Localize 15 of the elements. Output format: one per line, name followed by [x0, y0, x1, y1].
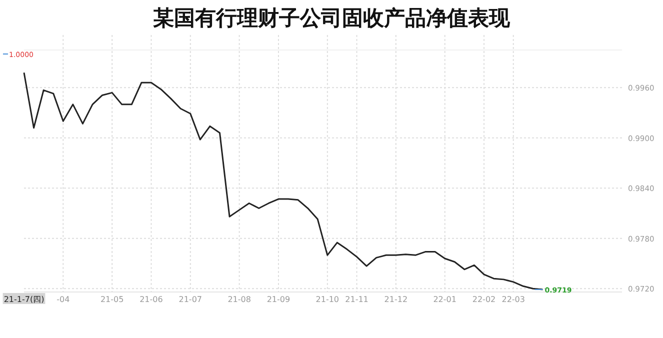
x-tick-label: 21-08: [228, 295, 251, 304]
x-tick-label: 21-07: [178, 295, 202, 304]
x-tick-label: 21-09: [266, 295, 290, 304]
x-tick-label: 21-12: [384, 295, 408, 304]
x-tick-label: 22-01: [433, 295, 456, 304]
chart-title: 某国有行理财子公司固收产品净值表现: [153, 6, 511, 30]
x-tick-label: 22-03: [502, 295, 525, 304]
x-tick-label: 21-06: [140, 295, 163, 304]
x-tick-label: 21-1-7(四): [4, 295, 44, 304]
x-tick-label: -04: [56, 295, 70, 304]
x-tick-label: 21-05: [100, 295, 124, 304]
line-series: [23, 72, 544, 290]
x-tick-label: 21-10: [316, 295, 340, 304]
x-tick-label: 21-11: [345, 295, 368, 304]
x-tick-label: 22-02: [472, 295, 496, 304]
